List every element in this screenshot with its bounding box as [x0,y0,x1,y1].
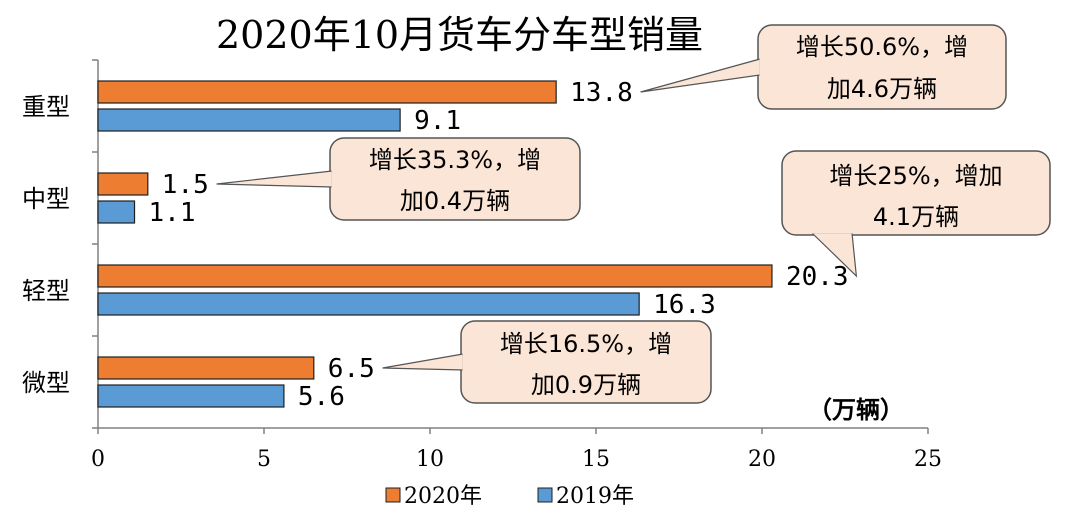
x-tick-label: 15 [582,447,610,472]
annotation-text: 增长16.5%，增 [500,330,672,358]
bars [97,80,773,408]
category-label: 轻型 [22,277,70,305]
x-tick-label: 0 [91,447,105,472]
annotation-pointer [382,353,464,371]
category-label: 重型 [22,93,70,121]
annotation-text: 加0.9万辆 [531,371,641,399]
legend-swatch [385,487,401,503]
value-label: 5.6 [298,382,345,412]
annotation-text: 增长25%，增加 [829,162,1002,190]
value-label: 1.5 [162,170,209,200]
legend: 2020年 2019年 [385,484,634,509]
bar [97,292,640,316]
x-tick-label: 25 [914,447,942,472]
annotation-box-fill [462,322,710,402]
annotation-text: 4.1万辆 [873,203,959,231]
value-label: 9.1 [414,106,461,136]
value-label: 20.3 [786,262,849,292]
annotation-box-fill [759,26,1005,108]
category-label: 中型 [22,185,70,213]
annotation-text: 加0.4万辆 [400,187,510,215]
x-tick-label: 20 [748,447,776,472]
annotation-pointer [640,58,761,93]
legend-item: 2019年 [537,484,634,509]
annotation-text: 加4.6万辆 [827,75,937,103]
annotation-box-fill [783,152,1049,234]
bar [97,384,285,408]
x-tick-labels: 0 5 10 15 20 25 [91,447,942,472]
value-label: 1.1 [149,198,196,228]
legend-label: 2020年 [404,484,482,509]
value-labels: 13.8 9.1 1.51.1 20.3 16.3 6.55.6 [149,78,849,412]
annotation-text: 增长50.6%，增 [796,33,968,61]
bar [97,172,149,196]
annotation-callout: 增长50.6%，增加4.6万辆 [640,24,1007,110]
bar [97,108,401,132]
x-tick-label: 10 [416,447,444,472]
value-label: 6.5 [328,354,375,384]
bar [97,200,136,224]
annotations: 增长50.6%，增加4.6万辆增长35.3%，增加0.4万辆增长25%，增加4.… [216,24,1051,404]
annotation-pointer [216,170,333,188]
annotation-callout: 增长35.3%，增加0.4万辆 [216,137,581,221]
bar [97,356,315,380]
value-label: 16.3 [653,290,716,320]
annotation-callout: 增长25%，增加 4.1万辆 [781,150,1051,278]
annotation-text: 增长35.3%，增 [369,146,541,174]
unit-label: （万辆） [808,396,904,424]
category-label: 微型 [22,369,70,397]
legend-item: 2020年 [385,484,482,509]
annotation-box-fill [331,139,579,219]
x-tick-label: 5 [257,447,271,472]
value-label: 13.8 [570,78,633,108]
bar [97,80,557,104]
annotation-callout: 增长16.5%，增加0.9万辆 [382,320,712,404]
legend-label: 2019年 [556,484,634,509]
chart-title: 2020年10月货车分车型销量 [216,13,703,57]
legend-swatch [537,487,553,503]
bar [97,264,773,288]
